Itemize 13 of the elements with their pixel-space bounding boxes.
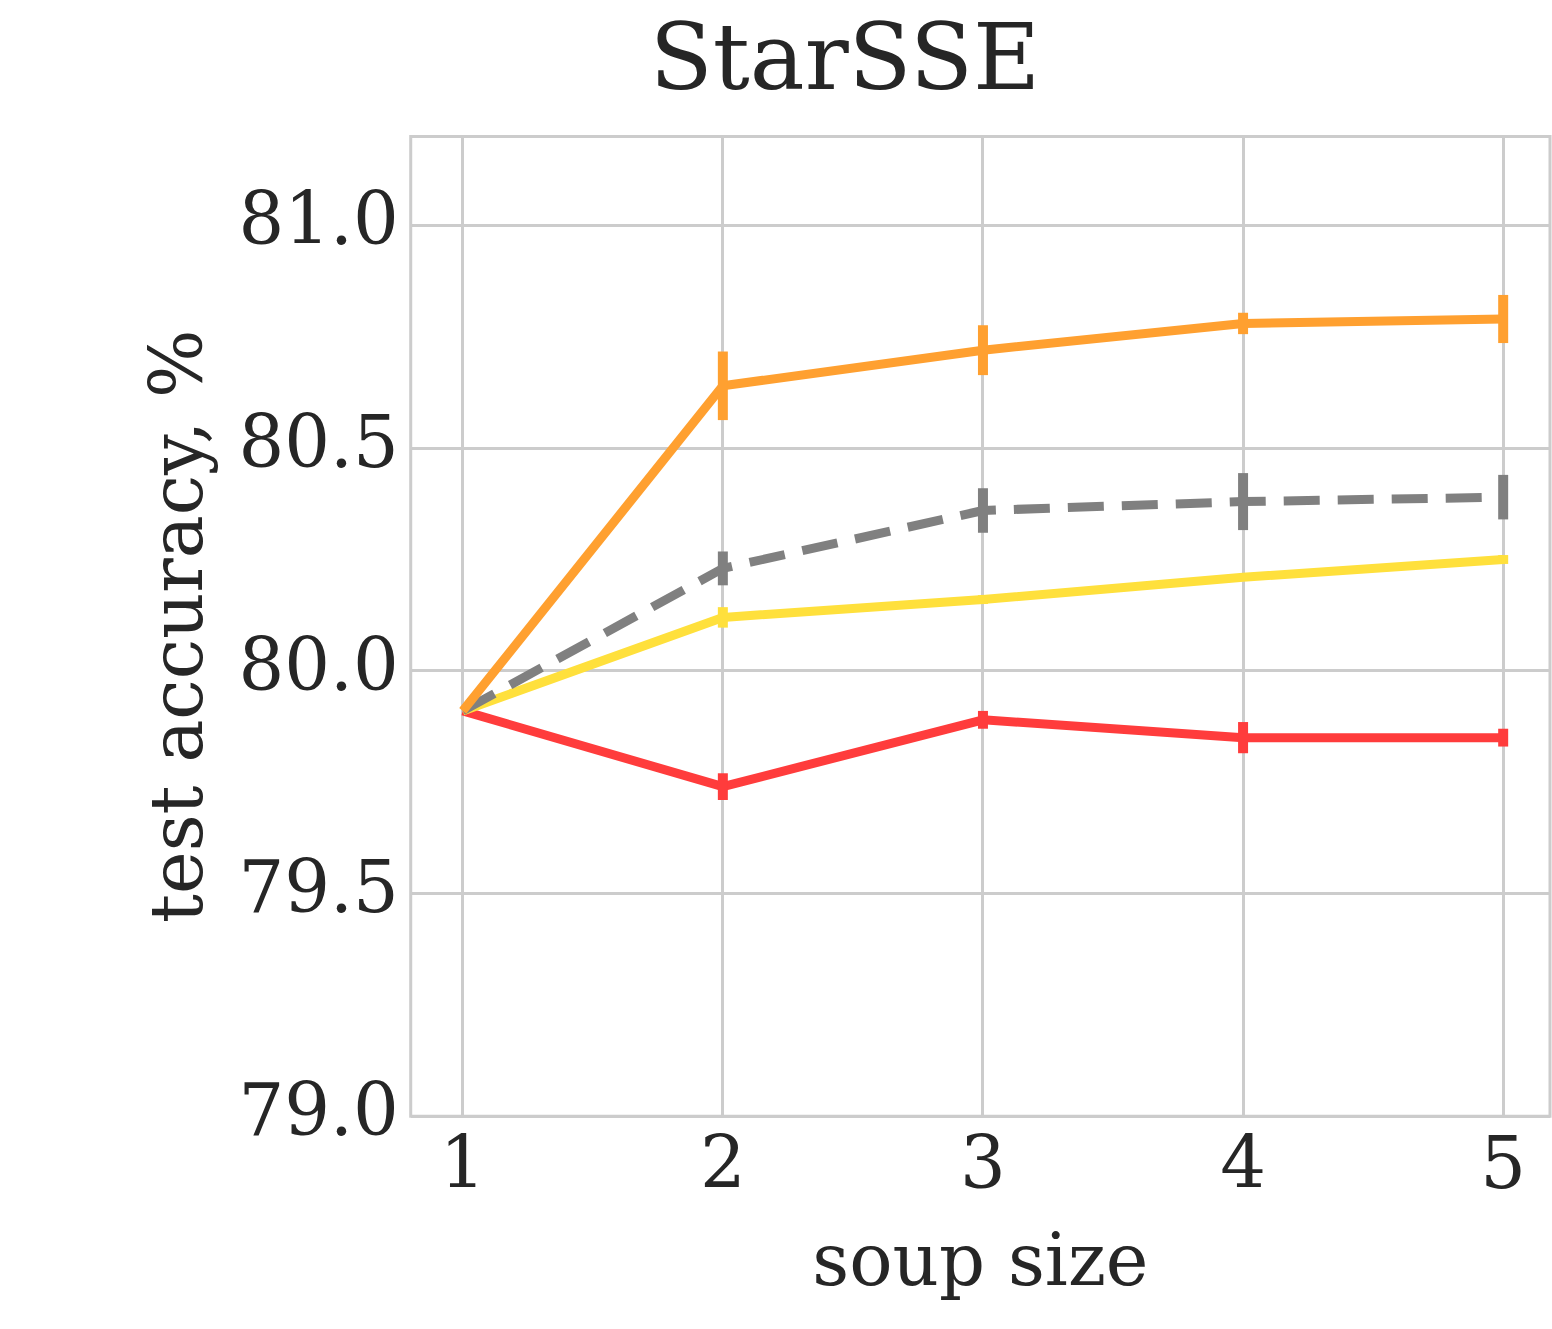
chart-title: StarSSE [649,4,1041,112]
x-axis-title: soup size [812,1217,1149,1302]
y-tick-label: 80.5 [238,399,399,484]
y-tick-label: 79.0 [238,1067,399,1152]
y-tick-label: 79.5 [238,845,399,930]
y-axis-title: test accuracy, % [134,329,219,923]
x-tick-label: 3 [960,1121,1006,1206]
y-tick-label: 81.0 [238,177,399,262]
x-tick-label: 2 [699,1121,746,1206]
x-tick-label: 4 [1220,1121,1266,1206]
x-tick-label: 5 [1480,1121,1527,1206]
x-tick-label: 1 [439,1121,486,1206]
y-tick-label: 80.0 [238,622,399,707]
